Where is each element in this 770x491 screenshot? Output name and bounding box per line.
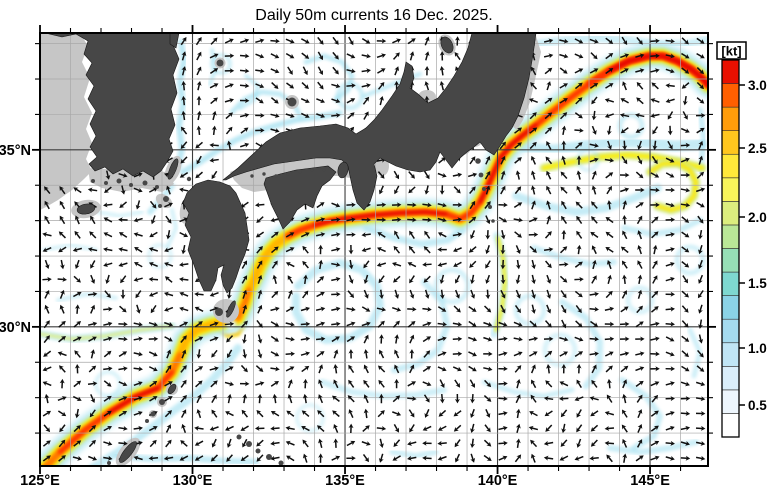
lat-tick-label: 30°N: [0, 320, 31, 336]
land-sado: [440, 36, 454, 54]
island: [216, 59, 224, 67]
island: [158, 204, 162, 208]
land-tsushima: [167, 158, 179, 180]
island: [274, 174, 278, 178]
colorbar-segment: [721, 177, 740, 202]
island: [107, 461, 111, 465]
island: [298, 170, 302, 174]
island: [116, 178, 122, 184]
lon-tick-label: 130°E: [173, 473, 213, 489]
island: [255, 448, 261, 454]
island: [286, 172, 290, 176]
island: [91, 179, 95, 183]
colorbar-tick-label: 1.0: [748, 341, 767, 356]
land-jeju: [76, 203, 96, 215]
lon-tick-label: 140°E: [478, 473, 518, 489]
colorbar-segment: [721, 201, 740, 226]
land-korea: [44, 33, 180, 178]
island: [215, 308, 223, 316]
map-frame-layer: [32, 25, 716, 474]
land-tanegashima: [226, 300, 236, 318]
island: [488, 205, 492, 209]
island: [278, 460, 284, 466]
island: [145, 419, 149, 423]
colorbar-tick-label: 2.0: [748, 210, 767, 225]
colorbar-segment: [721, 153, 740, 179]
land-amami-oshima: [167, 383, 177, 395]
colorbar-unit-label: [kt]: [721, 44, 741, 59]
island: [236, 434, 242, 440]
island: [104, 181, 108, 185]
colorbar-unit-box: [716, 41, 747, 60]
island: [262, 172, 266, 176]
island: [159, 399, 165, 405]
colorbar-segment: [721, 224, 740, 249]
lat-tick-label: 35°N: [0, 143, 31, 159]
island: [482, 187, 486, 191]
land-shikoku: [263, 165, 337, 230]
colorbar-tick-label: 3.0: [748, 78, 767, 93]
speed-colorbar: 3.0 2.5 2.0 1.5 1.0 0.5 [kt]: [716, 41, 767, 438]
land-awaji: [337, 161, 349, 179]
colorbar-segment: [721, 59, 740, 84]
colorbar-segment: [721, 248, 740, 273]
colorbar-tick-label: 1.5: [748, 276, 767, 291]
colorbar-tick-label: 0.5: [748, 398, 767, 413]
island: [287, 97, 297, 107]
colorbar-segment: [721, 271, 740, 296]
colorbar-segment: [721, 389, 740, 414]
lon-tick-label: 125°E: [20, 473, 60, 489]
lon-tick-label: 135°E: [325, 473, 365, 489]
island: [491, 219, 495, 223]
chart-title: Daily 50m currents 16 Dec. 2025.: [255, 7, 492, 24]
land-honshu: [222, 33, 537, 211]
colorbar-segment: [721, 83, 740, 108]
island: [250, 174, 254, 178]
island: [322, 168, 326, 172]
island: [310, 168, 314, 172]
land-okinawa: [119, 441, 137, 463]
island: [478, 172, 484, 178]
island: [129, 183, 133, 187]
axis-labels: 125°E 130°E 135°E 140°E 145°E 35°N 30°N: [0, 143, 670, 489]
island: [186, 176, 192, 182]
island: [150, 411, 156, 417]
island: [266, 454, 272, 460]
shallow-yellow-sea: [40, 33, 92, 210]
colorbar-segment: [721, 295, 740, 320]
island: [475, 158, 481, 164]
colorbar-segment: [721, 130, 740, 155]
land-kyushu: [182, 179, 250, 294]
land-korea-ne-strip: [169, 33, 180, 49]
colorbar-segment: [721, 342, 740, 367]
colorbar-tick-label: 2.5: [748, 141, 767, 156]
island: [142, 180, 148, 186]
island: [155, 185, 159, 189]
land-layer: [44, 33, 537, 466]
island: [246, 441, 252, 447]
island: [163, 196, 169, 202]
colorbar-segment: [721, 318, 740, 344]
colorbar-segment: [721, 106, 740, 131]
colorbar-segment: [721, 413, 740, 438]
lon-tick-label: 145°E: [630, 473, 670, 489]
colorbar-segment: [721, 366, 740, 391]
